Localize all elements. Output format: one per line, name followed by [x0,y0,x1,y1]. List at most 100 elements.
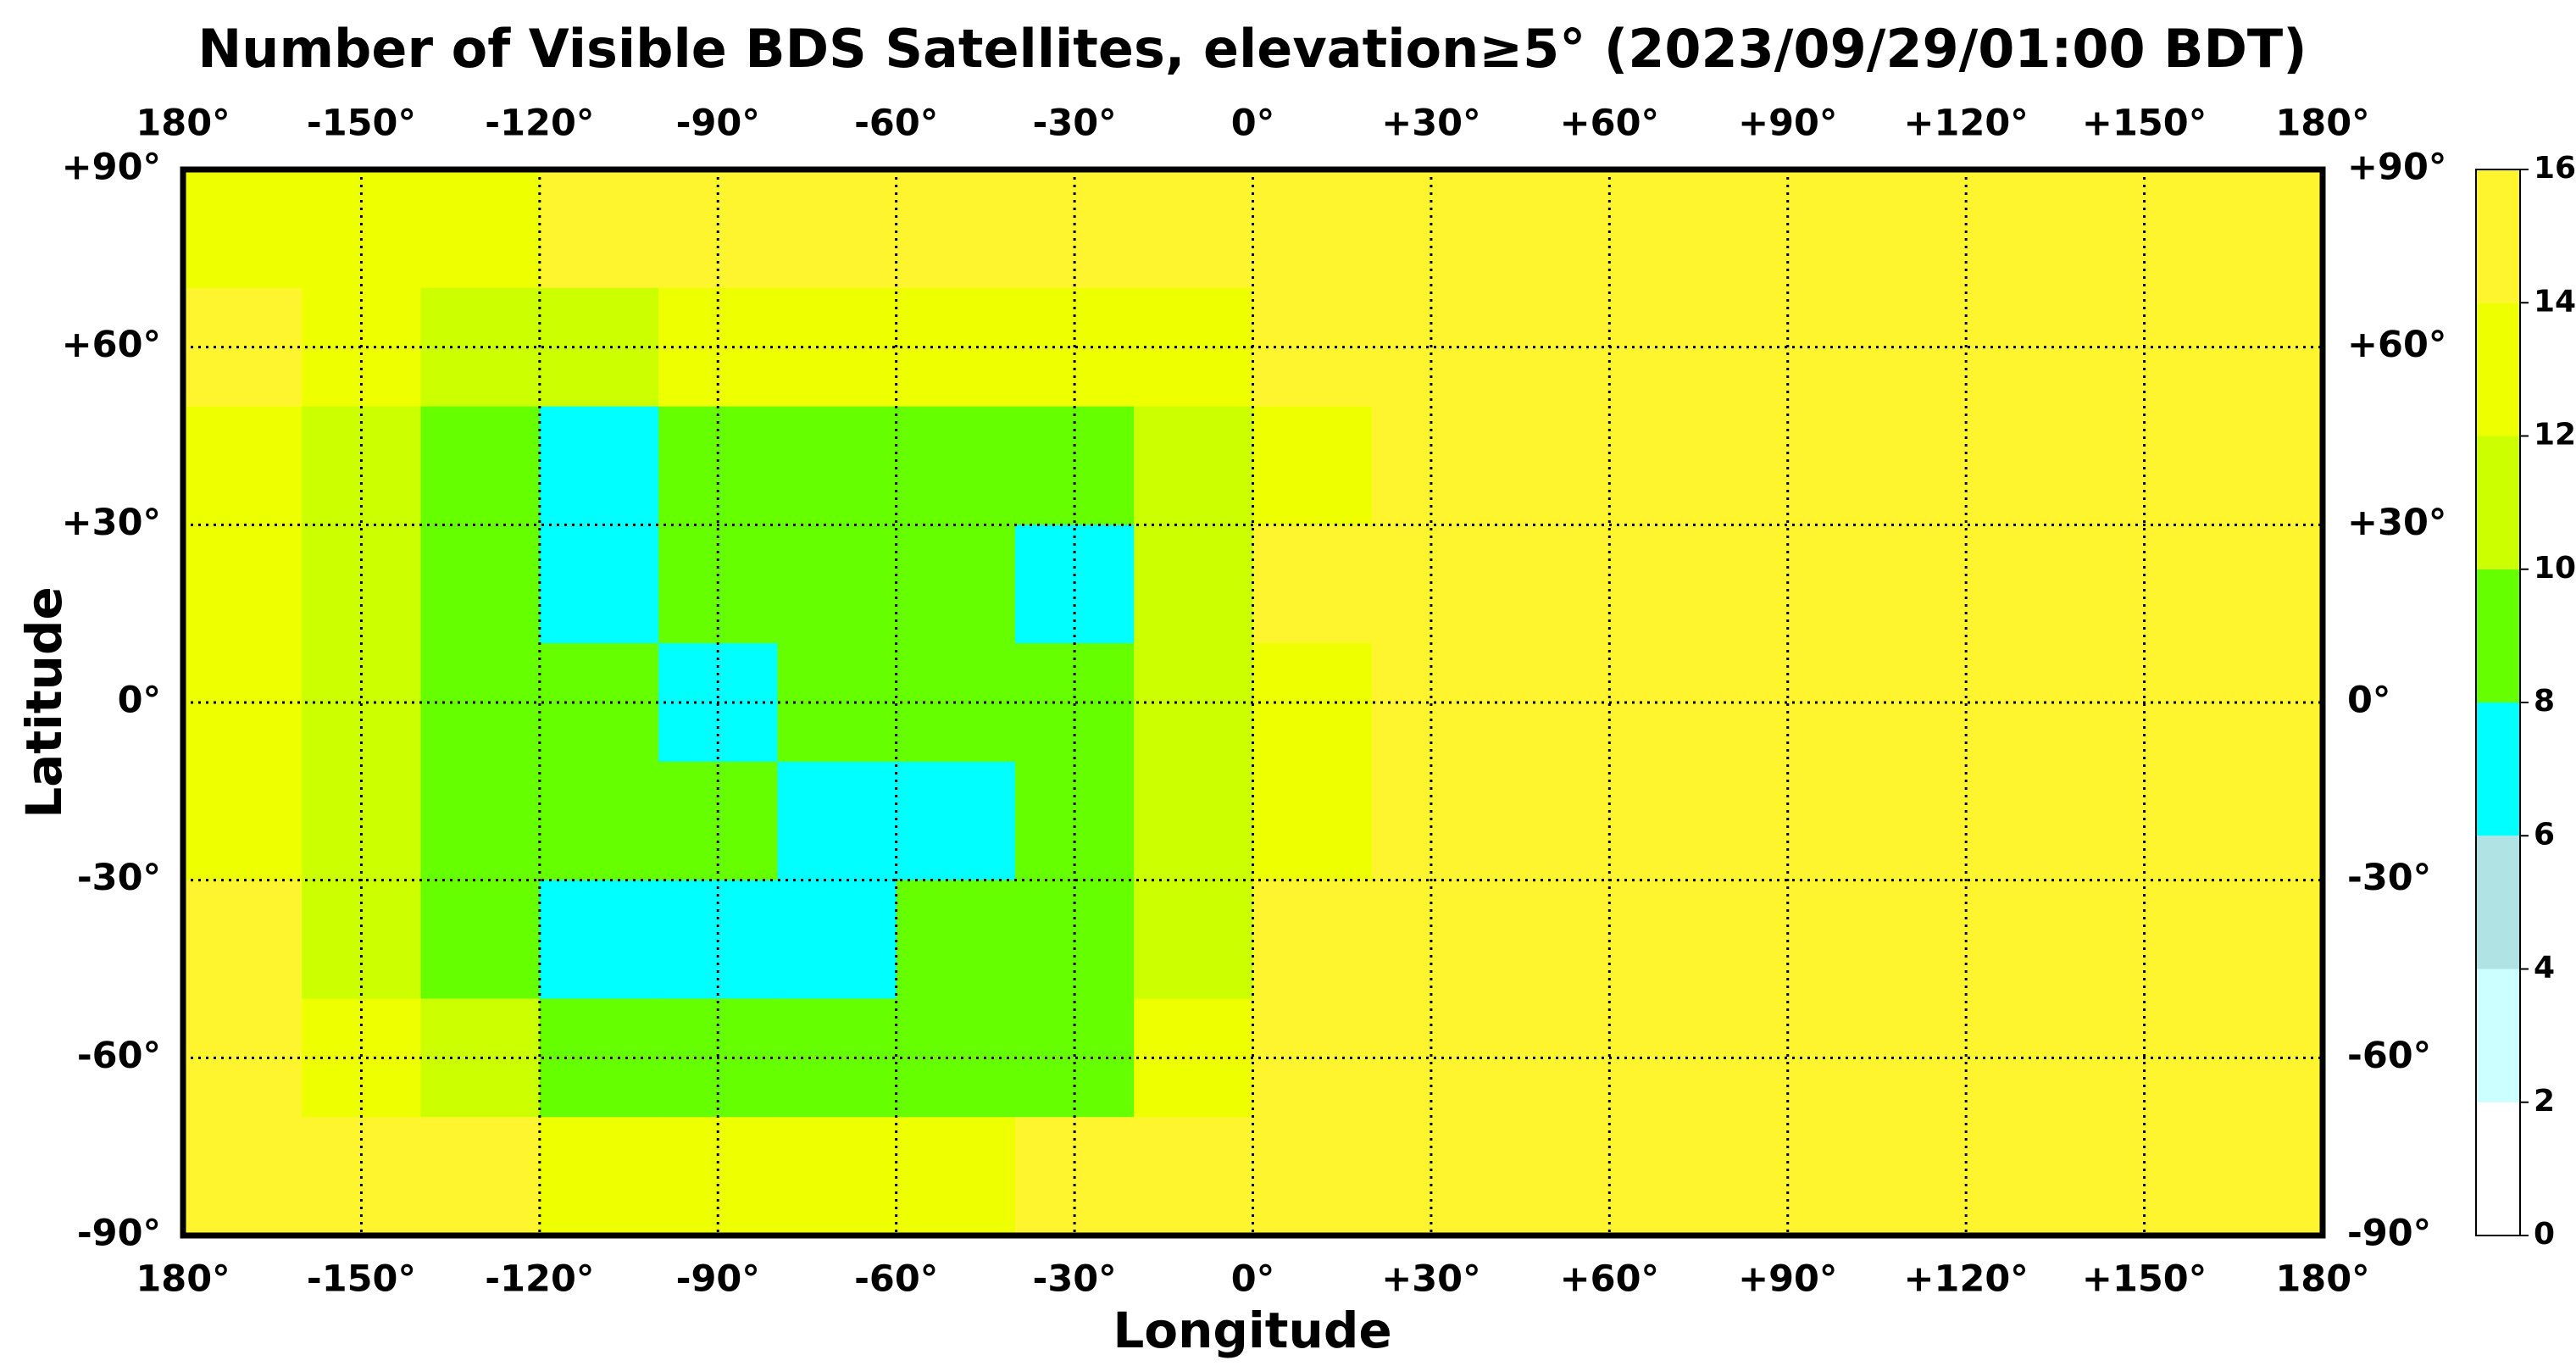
x-tick-label: +150° [2082,103,2207,145]
cell [1014,169,1135,289]
cell [1252,880,1373,1000]
cell [777,525,897,644]
cell [896,287,1016,408]
cell [658,880,778,1000]
cell [1728,169,1848,289]
cell [1609,643,1729,763]
cell [2203,761,2323,881]
cell [539,287,659,408]
colorbar-tick-label: 10 [2534,551,2576,586]
colorbar-tick-label: 2 [2534,1084,2555,1119]
cell [1966,287,2086,408]
cell [1966,1117,2086,1236]
cell [1491,525,1610,644]
x-tick-label: -120° [485,1258,594,1301]
cell [777,169,897,289]
cell [1371,761,1491,881]
cell [1014,880,1135,1000]
y-tick-label: +90° [2347,147,2446,189]
cell [1846,761,1967,881]
x-tick-label: 0° [1231,103,1274,145]
cell [1491,880,1610,1000]
x-tick-label: +150° [2082,1258,2207,1301]
cell [777,1117,897,1236]
y-tick-label: 0° [118,680,161,722]
cell [1014,761,1135,881]
x-tick-label: +60° [1560,103,1659,145]
cell [539,998,659,1118]
cell [420,998,541,1118]
x-tick-label: -90° [676,103,760,145]
cell [1609,1117,1729,1236]
cell [1846,525,1967,644]
cell [658,761,778,881]
cell [1371,880,1491,1000]
cell [2203,1117,2323,1236]
cell [2203,525,2323,644]
cell [896,169,1016,289]
x-tick-label: -150° [307,1258,416,1301]
y-tick-label: 0° [2347,680,2390,722]
x-tick-label: +120° [1904,103,2029,145]
cell [302,169,422,289]
x-tick-label: 0° [1231,1258,1274,1301]
cell [1491,1117,1610,1236]
cell [1966,169,2086,289]
cell [896,1117,1016,1236]
cell [2203,169,2323,289]
x-tick-label: 180° [136,1258,230,1301]
cell [1609,525,1729,644]
cell [1728,643,1848,763]
colorbar-tick-label: 8 [2534,684,2555,719]
cell [777,643,897,763]
cell [183,1117,303,1236]
colorbar-segment [2476,1102,2520,1236]
cell [1371,169,1491,289]
cell [420,169,541,289]
x-tick-label: +120° [1904,1258,2029,1301]
cell [1252,1117,1373,1236]
cell [896,761,1016,881]
colorbar-tick-label: 4 [2534,951,2555,986]
cell [183,525,303,644]
y-tick-label: +30° [62,502,161,544]
tick-labels: 180° 180° -150° -150° -120° -120° -90° -90° -60°… [62,103,2447,1301]
colorbar-tick-label: 14 [2534,284,2576,319]
cell [777,880,897,1000]
cell [1966,880,2086,1000]
y-tick-label: -30° [77,857,161,899]
cell [539,643,659,763]
cell [1134,169,1254,289]
cell [1609,406,1729,525]
cell [420,1117,541,1236]
cell [1966,998,2086,1118]
cell [539,880,659,1000]
x-tick-label: -60° [854,1258,938,1301]
colorbar-segment [2476,702,2520,836]
cell [777,406,897,525]
colorbar-segment [2476,969,2520,1102]
cell [1966,525,2086,644]
cell [420,643,541,763]
y-tick-label: -60° [77,1035,161,1077]
y-tick-label: -90° [2347,1213,2431,1255]
cell [539,1117,659,1236]
y-tick-label: -90° [77,1213,161,1255]
x-tick-label: -60° [854,103,938,145]
cell [1134,406,1254,525]
cell [777,761,897,881]
cell [539,406,659,525]
cell [2085,880,2205,1000]
cell [539,761,659,881]
cell [1609,998,1729,1118]
cell [2085,525,2205,644]
x-axis-label: Longitude [1113,1302,1391,1359]
cell [896,525,1016,644]
cell [183,169,303,289]
cell [1966,406,2086,525]
colorbar-segment [2476,303,2520,436]
x-tick-label: +60° [1560,1258,1659,1301]
x-tick-label: +90° [1738,1258,1837,1301]
cell [658,525,778,644]
